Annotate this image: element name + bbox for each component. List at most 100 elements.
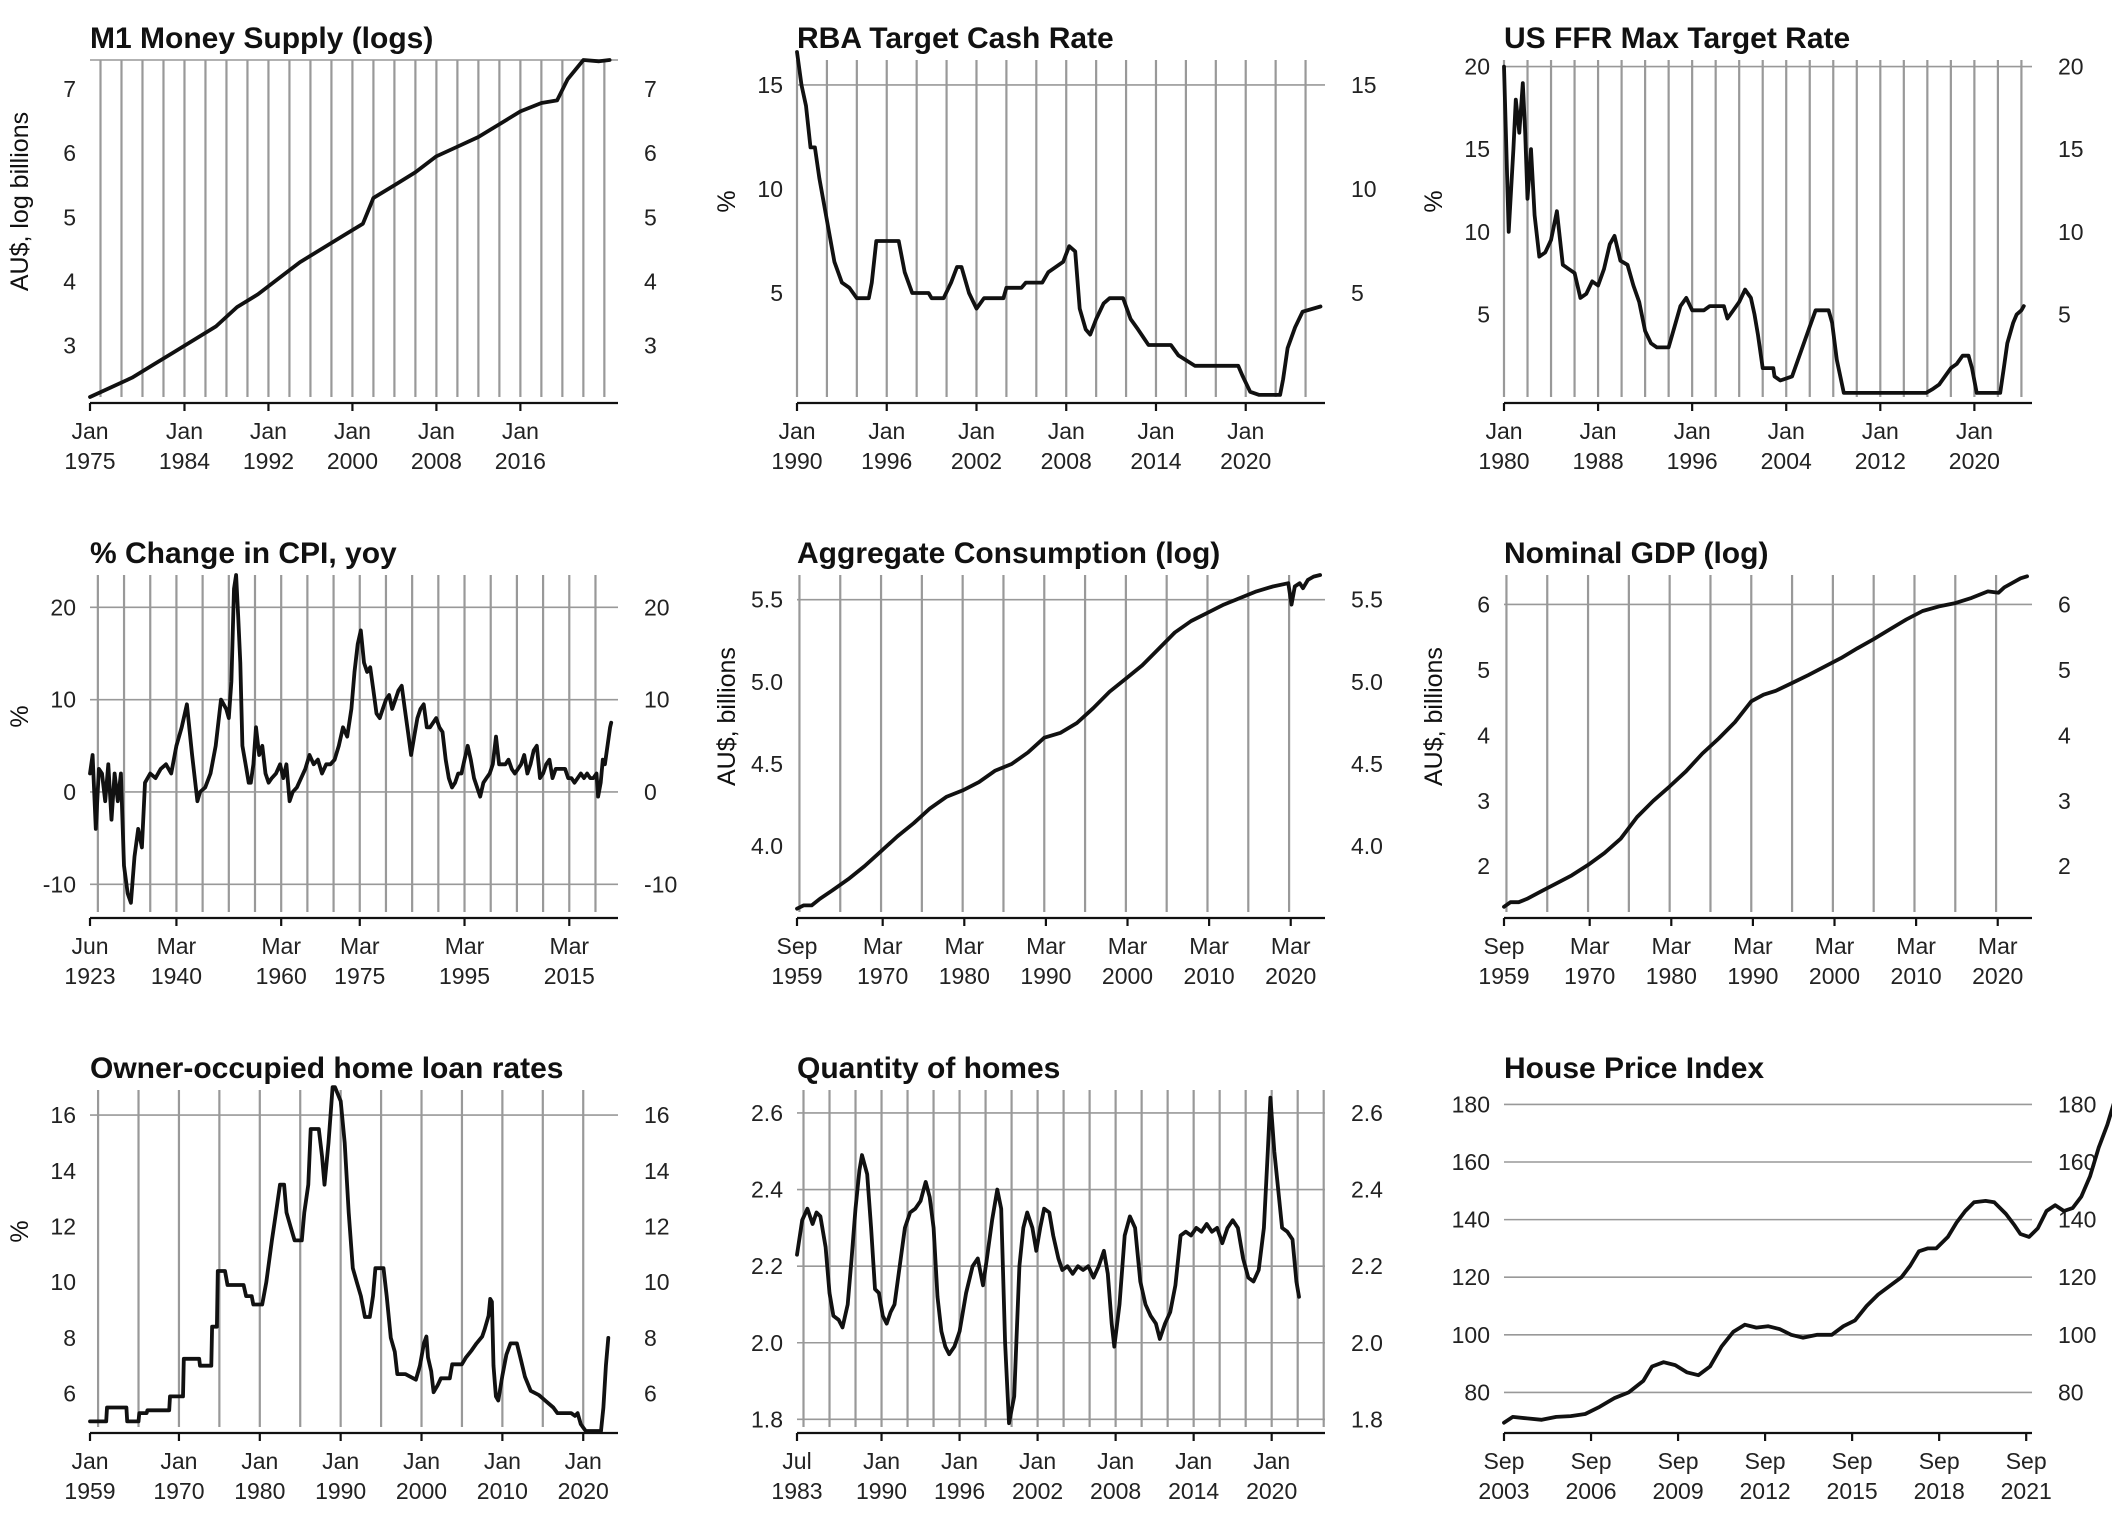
x-tick-label-month: Mar (1570, 933, 1610, 959)
y-tick-label-right: 20 (644, 594, 670, 620)
x-tick-label-year: 1990 (1727, 963, 1778, 989)
x-tick-label-year: 2016 (495, 448, 546, 474)
x-tick-label-month: Jan (941, 1448, 978, 1474)
y-tick-label-left: 120 (1452, 1264, 1490, 1290)
y-tick-label-right: 3 (644, 333, 657, 359)
x-tick-label-month: Mar (1978, 933, 2018, 959)
y-tick-label-right: -10 (644, 871, 677, 897)
x-tick-label-month: Mar (1651, 933, 1691, 959)
x-tick-label-year: 1970 (153, 1478, 204, 1504)
series-line (1502, 64, 2026, 395)
x-tick-label-month: Jan (1019, 1448, 1056, 1474)
y-tick-label-right: 20 (2058, 54, 2084, 80)
x-tick-label-year: 1996 (861, 448, 912, 474)
x-tick-label-year: 2010 (1184, 963, 1235, 989)
y-tick-label-left: 3 (1477, 788, 1490, 814)
x-tick-label-year: 2015 (1827, 1478, 1878, 1504)
x-tick-label-year: 1975 (334, 963, 385, 989)
x-tick-label-month: Jan (322, 1448, 359, 1474)
y-tick-label-left: 7 (63, 76, 76, 102)
y-tick-label-left: 15 (757, 72, 783, 98)
y-tick-label-left: 2.2 (751, 1253, 783, 1279)
y-tick-label-right: 100 (2058, 1322, 2096, 1348)
x-tick-label-month: Mar (1896, 933, 1936, 959)
x-tick-label-year: 2021 (2001, 1478, 2052, 1504)
y-axis-label: % (6, 705, 34, 727)
chart-title: House Price Index (1504, 1052, 1764, 1085)
x-tick-label-year: 1980 (1646, 963, 1697, 989)
x-tick-label-month: Jan (160, 1448, 197, 1474)
y-tick-label-right: 1.8 (1351, 1406, 1383, 1432)
y-tick-label-left: 8 (63, 1325, 76, 1351)
series-line (795, 1095, 1301, 1426)
aggregate-consumption-chart: Aggregate Consumption (log) Sep 1959 Mar 197… (713, 537, 1383, 989)
x-tick-label-month: Jan (71, 1448, 108, 1474)
x-tick-label-month: Jan (1674, 418, 1711, 444)
x-tick-label-month: Mar (1026, 933, 1066, 959)
y-tick-label-left: 80 (1464, 1379, 1490, 1405)
y-tick-label-right: 6 (2058, 591, 2071, 617)
x-tick-label-year: 2020 (1265, 963, 1316, 989)
x-tick-label-month: Jan (1227, 418, 1264, 444)
x-tick-label-month: Jan (166, 418, 203, 444)
x-tick-label-year: 1996 (934, 1478, 985, 1504)
x-tick-label-year: 2002 (1012, 1478, 1063, 1504)
y-tick-label-left: 2 (1477, 853, 1490, 879)
x-tick-label-year: 1975 (64, 448, 115, 474)
x-tick-label-year: 1996 (1667, 448, 1718, 474)
chart-title: M1 Money Supply (logs) (90, 22, 433, 55)
y-tick-label-right: 2.4 (1351, 1177, 1383, 1203)
y-tick-label-right: 120 (2058, 1264, 2096, 1290)
chart-title: Nominal GDP (log) (1504, 537, 1768, 570)
x-tick-label-month: Sep (1658, 1448, 1699, 1474)
x-tick-label-year: 1992 (243, 448, 294, 474)
x-tick-label-month: Mar (157, 933, 197, 959)
x-tick-label-month: Sep (1484, 1448, 1525, 1474)
x-tick-label-year: 2015 (544, 963, 595, 989)
x-tick-label-year: 1984 (159, 448, 210, 474)
y-tick-label-left: 5.5 (751, 587, 783, 613)
x-tick-label-year: 1940 (151, 963, 202, 989)
x-tick-label-month: Jan (1956, 418, 1993, 444)
x-tick-label-year: 2020 (1949, 448, 2000, 474)
home-loan-rates-chart: Owner-occupied home loan rates Jan 1959 Jan… (6, 1052, 670, 1504)
x-tick-label-month: Sep (1745, 1448, 1786, 1474)
y-axis-label: % (1420, 190, 1448, 212)
y-tick-label-right: 10 (2058, 219, 2084, 245)
y-tick-label-left: 2.4 (751, 1177, 783, 1203)
x-tick-label-year: 1980 (234, 1478, 285, 1504)
y-tick-label-right: 16 (644, 1102, 670, 1128)
x-tick-label-year: 2000 (1809, 963, 1860, 989)
y-tick-label-left: 5.0 (751, 669, 783, 695)
x-tick-label-month: Jan (334, 418, 371, 444)
x-tick-label-year: 2000 (1102, 963, 1153, 989)
m1-money-supply-chart: M1 Money Supply (logs) Jan 1975 Jan 1984 Jan 1… (6, 22, 657, 474)
x-tick-label-year: 1995 (439, 963, 490, 989)
y-tick-label-right: 14 (644, 1158, 670, 1184)
x-tick-label-year: 2012 (1855, 448, 1906, 474)
x-tick-label-year: 1980 (939, 963, 990, 989)
chart-title: RBA Target Cash Rate (797, 22, 1114, 55)
y-axis-label: AU$, billions (1420, 647, 1448, 786)
x-tick-label-month: Sep (1832, 1448, 1873, 1474)
x-tick-label-month: Jun (71, 933, 108, 959)
y-tick-label-right: 5 (2058, 301, 2071, 327)
x-tick-label-year: 1959 (64, 1478, 115, 1504)
y-tick-label-left: 15 (1464, 136, 1490, 162)
us-ffr-rate-chart: US FFR Max Target Rate Jan 1980 Jan 1988 Jan 1… (1420, 22, 2084, 474)
chart-title: Quantity of homes (797, 1052, 1060, 1085)
y-tick-label-right: 5.5 (1351, 587, 1383, 613)
x-tick-label-month: Jan (1485, 418, 1522, 444)
x-tick-label-year: 2004 (1761, 448, 1812, 474)
x-tick-label-month: Jan (1175, 1448, 1212, 1474)
y-tick-label-right: 2.2 (1351, 1253, 1383, 1279)
chart-title: Owner-occupied home loan rates (90, 1052, 563, 1085)
y-tick-label-right: 0 (644, 779, 657, 805)
x-tick-label-year: 2020 (1972, 963, 2023, 989)
x-tick-label-month: Jan (565, 1448, 602, 1474)
y-tick-label-left: 1.8 (751, 1406, 783, 1432)
y-tick-label-left: 0 (63, 779, 76, 805)
x-tick-label-month: Jan (241, 1448, 278, 1474)
